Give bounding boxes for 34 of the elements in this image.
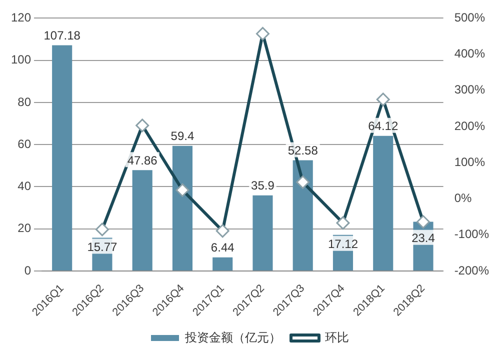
bar: [52, 45, 72, 270]
y2-tick-label: -200%: [454, 263, 490, 278]
y-tick-label: 0: [24, 263, 32, 278]
data-label: 6.44: [210, 240, 235, 255]
bar: [252, 195, 273, 270]
y-tick-label: 40: [18, 179, 32, 194]
y2-tick-label: 0%: [454, 191, 472, 206]
data-label: 52.58: [288, 144, 318, 158]
data-label: 107.18: [44, 28, 81, 43]
data-label: 23.4: [412, 231, 436, 246]
y2-tick-label: 300%: [454, 82, 486, 97]
data-label: 15.77: [87, 240, 118, 254]
data-label: 59.4: [170, 129, 194, 144]
bar: [132, 170, 152, 270]
y2-tick-label: -100%: [454, 227, 490, 242]
y-tick-label: 100: [10, 52, 32, 67]
bar: [172, 146, 193, 270]
data-label: 35.9: [251, 178, 275, 193]
data-label: 64.12: [368, 119, 398, 134]
y-tick-label: 80: [18, 94, 32, 109]
y2-tick-label: 200%: [454, 118, 486, 133]
data-label: 47.86: [127, 153, 158, 168]
bar: [292, 160, 313, 270]
y2-tick-label: 100%: [454, 154, 486, 169]
y2-tick-label: 500%: [454, 10, 486, 25]
y-tick-label: 20: [18, 221, 32, 236]
y-tick-label: 120: [10, 10, 32, 25]
legend-label: 环比: [325, 330, 349, 344]
y2-tick-label: 400%: [454, 46, 486, 61]
bar: [373, 136, 394, 270]
y-tick-label: 60: [18, 136, 32, 151]
bar: [212, 257, 233, 270]
data-label: 17.12: [328, 237, 358, 252]
legend-label: 投资金额（亿元）: [184, 330, 281, 344]
